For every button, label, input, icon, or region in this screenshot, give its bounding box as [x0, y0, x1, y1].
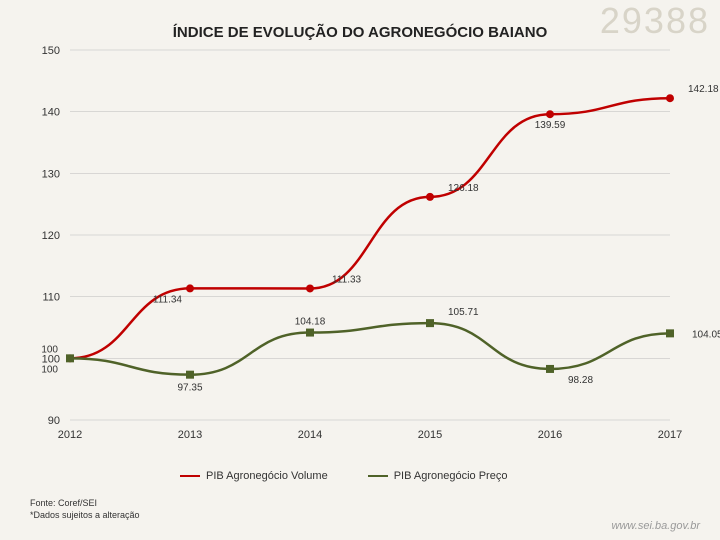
svg-text:140: 140 [42, 107, 60, 119]
legend-item-volume: PIB Agronegócio Volume [180, 470, 328, 482]
svg-text:104.05: 104.05 [692, 329, 720, 340]
svg-text:111.34: 111.34 [153, 294, 183, 305]
legend-item-preco: PIB Agronegócio Preço [368, 470, 508, 482]
series-preco [66, 319, 674, 379]
svg-text:120: 120 [42, 230, 60, 242]
line-chart: 90100110120130140150 2012201320142015201… [70, 50, 670, 450]
legend-label-volume: PIB Agronegócio Volume [206, 470, 328, 482]
legend-swatch-preco [368, 475, 388, 478]
source-text: Fonte: Coref/SEI *Dados sujeitos a alter… [30, 498, 140, 521]
chart-svg: 90100110120130140150 2012201320142015201… [70, 50, 670, 450]
svg-text:104.18: 104.18 [295, 317, 326, 328]
svg-text:126.18: 126.18 [448, 183, 479, 194]
svg-text:100: 100 [41, 344, 58, 355]
slide: 29388 ÍNDICE DE EVOLUÇÃO DO AGRONEGÓCIO … [0, 0, 720, 540]
svg-text:110: 110 [42, 292, 60, 304]
series-volume [66, 94, 674, 362]
source-line2: *Dados sujeitos a alteração [30, 510, 140, 522]
chart-title: ÍNDICE DE EVOLUÇÃO DO AGRONEGÓCIO BAIANO [0, 24, 720, 41]
svg-text:98.28: 98.28 [568, 375, 593, 386]
svg-text:97.35: 97.35 [177, 383, 202, 394]
legend: PIB Agronegócio Volume PIB Agronegócio P… [180, 470, 507, 482]
svg-text:130: 130 [42, 168, 60, 180]
footer-url: www.sei.ba.gov.br [612, 520, 700, 532]
svg-text:2016: 2016 [538, 429, 562, 441]
source-line1: Fonte: Coref/SEI [30, 498, 140, 510]
svg-text:105.71: 105.71 [448, 307, 479, 318]
svg-text:111.33: 111.33 [332, 274, 362, 285]
svg-text:90: 90 [48, 415, 60, 427]
svg-text:100: 100 [41, 364, 58, 375]
svg-text:2015: 2015 [418, 429, 442, 441]
svg-text:142.18: 142.18 [688, 84, 719, 95]
svg-text:139.59: 139.59 [535, 120, 566, 131]
svg-text:2013: 2013 [178, 429, 202, 441]
svg-text:2017: 2017 [658, 429, 682, 441]
x-axis-labels: 2012 2013 2014 2015 2016 2017 [58, 429, 682, 441]
svg-text:2012: 2012 [58, 429, 82, 441]
svg-text:2014: 2014 [298, 429, 322, 441]
legend-swatch-volume [180, 475, 200, 478]
legend-label-preco: PIB Agronegócio Preço [394, 470, 508, 482]
svg-text:150: 150 [42, 45, 60, 57]
